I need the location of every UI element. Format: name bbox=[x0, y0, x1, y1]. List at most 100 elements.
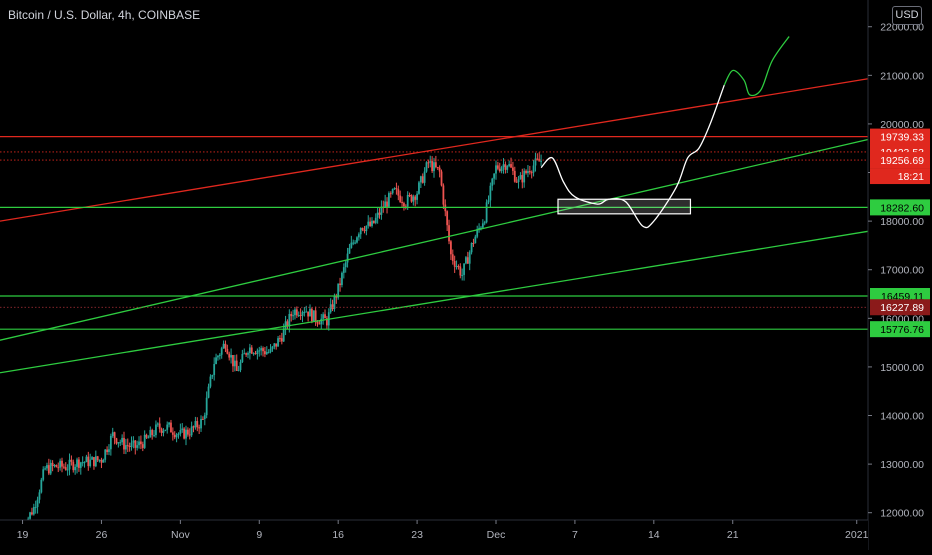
candle-body bbox=[31, 512, 33, 515]
candle-body bbox=[423, 171, 426, 183]
candle-body bbox=[160, 428, 163, 433]
candle-body bbox=[406, 194, 409, 207]
candle-body bbox=[32, 507, 35, 515]
candle-body bbox=[372, 220, 375, 223]
candle-body bbox=[433, 162, 435, 172]
candle-body bbox=[85, 456, 88, 463]
time-tick-label: 2021 bbox=[845, 529, 869, 541]
candle-body bbox=[143, 434, 146, 448]
candle-body bbox=[190, 426, 193, 436]
price-tick-label: 18000.00 bbox=[880, 216, 924, 228]
countdown-label: 18:21 bbox=[898, 171, 924, 183]
candle-body bbox=[487, 200, 490, 203]
candle-body bbox=[286, 321, 289, 327]
candle-body bbox=[51, 462, 54, 467]
candle-body bbox=[312, 310, 315, 322]
candle-body bbox=[320, 318, 323, 325]
candle-body bbox=[419, 176, 422, 183]
candle-body bbox=[202, 418, 204, 420]
level-label-background bbox=[870, 199, 930, 216]
countdown-label-background bbox=[870, 168, 930, 185]
candle-body bbox=[478, 227, 480, 230]
candle-body bbox=[121, 437, 124, 443]
candle-body bbox=[36, 499, 39, 508]
candle-body bbox=[98, 459, 101, 461]
candle-body bbox=[440, 171, 443, 186]
projection-white-path[interactable] bbox=[540, 84, 725, 229]
candle-body bbox=[269, 348, 272, 352]
candle-body bbox=[166, 424, 169, 430]
candle-body bbox=[408, 194, 411, 196]
red-trendline[interactable] bbox=[0, 78, 869, 222]
time-tick-label: 26 bbox=[96, 529, 108, 541]
candle-body bbox=[480, 227, 482, 229]
candle-body bbox=[493, 173, 496, 179]
candle-body bbox=[185, 429, 187, 439]
candle-body bbox=[151, 429, 154, 436]
candle-body bbox=[141, 444, 144, 448]
candle-body bbox=[100, 459, 103, 463]
candle-body bbox=[124, 445, 127, 450]
candle-body bbox=[512, 167, 514, 171]
candle-body bbox=[265, 352, 268, 355]
candle-body bbox=[256, 350, 259, 354]
projection-green-path[interactable] bbox=[723, 36, 790, 97]
candle-body bbox=[38, 492, 41, 500]
candle-body bbox=[115, 438, 118, 444]
candle-body bbox=[250, 347, 253, 354]
candle-body bbox=[260, 348, 263, 351]
candle-body bbox=[510, 164, 512, 168]
candle-body bbox=[271, 346, 274, 349]
candle-body bbox=[431, 161, 434, 172]
candle-body bbox=[427, 162, 430, 164]
candle-body bbox=[527, 171, 529, 174]
candle-body bbox=[436, 167, 439, 169]
candle-body bbox=[326, 318, 328, 326]
candle-body bbox=[247, 353, 249, 355]
candle-body bbox=[237, 370, 240, 372]
candle-body bbox=[74, 466, 77, 471]
candle-body bbox=[508, 164, 511, 166]
candle-body bbox=[226, 348, 229, 354]
candle-body bbox=[305, 311, 308, 313]
level-label-background bbox=[870, 128, 930, 145]
time-tick-label: 7 bbox=[572, 529, 578, 541]
candle-body bbox=[275, 343, 278, 347]
candle-body bbox=[523, 170, 526, 183]
candle-body bbox=[186, 429, 189, 435]
green-trendline[interactable] bbox=[0, 138, 869, 341]
candle-body bbox=[485, 202, 488, 223]
chart-title: Bitcoin / U.S. Dollar, 4h, COINBASE bbox=[8, 8, 201, 22]
time-tick-label: 14 bbox=[648, 529, 660, 541]
candle-body bbox=[344, 262, 347, 268]
candle-body bbox=[463, 263, 465, 275]
green-trendline[interactable] bbox=[0, 230, 869, 374]
candle-body bbox=[188, 434, 191, 436]
candle-body bbox=[126, 445, 129, 447]
candle-body bbox=[235, 360, 238, 371]
candle-body bbox=[205, 397, 208, 416]
candle-body bbox=[173, 434, 176, 438]
candle-body bbox=[399, 195, 402, 202]
candle-body bbox=[29, 512, 31, 519]
candle-body bbox=[78, 459, 80, 468]
candle-body bbox=[194, 421, 197, 428]
candle-body bbox=[459, 266, 462, 276]
candle-body bbox=[171, 432, 174, 435]
candle-body bbox=[198, 427, 201, 429]
candle-body bbox=[297, 314, 300, 316]
candle-body bbox=[299, 314, 302, 316]
candle-body bbox=[397, 189, 400, 196]
candle-body bbox=[245, 353, 248, 355]
currency-button[interactable]: USD bbox=[892, 6, 922, 25]
candle-body bbox=[451, 254, 454, 262]
candle-body bbox=[233, 360, 236, 367]
candle-body bbox=[128, 446, 131, 448]
candle-body bbox=[506, 165, 509, 170]
candle-body bbox=[123, 437, 125, 450]
candle-body bbox=[395, 188, 398, 190]
candle-body bbox=[329, 304, 332, 313]
candle-body bbox=[87, 456, 90, 467]
